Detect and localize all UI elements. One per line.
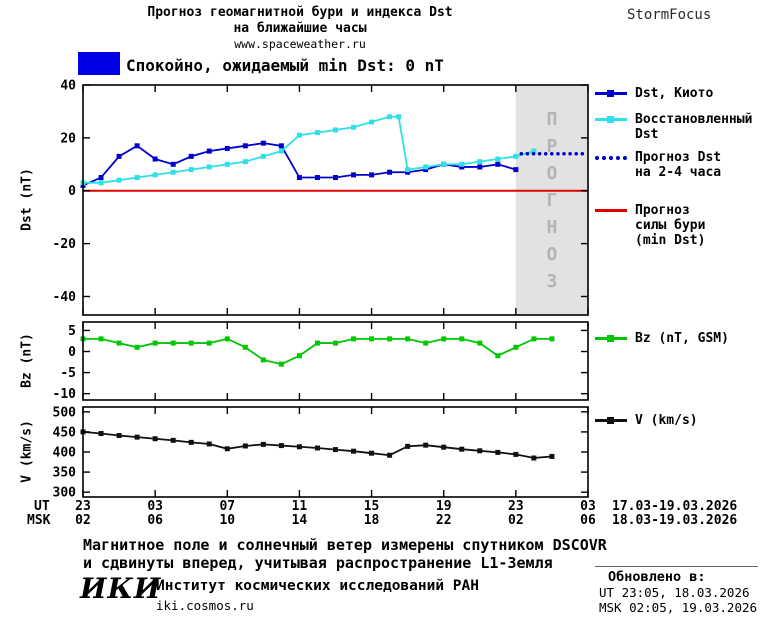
ut-tick-label: 15	[363, 499, 380, 514]
quiet-status-text: Спокойно, ожидаемый min Dst: 0 nT	[126, 56, 444, 75]
svg-text:-10: -10	[53, 387, 77, 402]
svg-text:0: 0	[68, 345, 76, 360]
msk-tick-label: 14	[291, 513, 308, 528]
legend-marker	[607, 335, 614, 342]
legend-restored-dst: Восстановленный Dst	[595, 112, 760, 142]
legend-swatch	[595, 333, 627, 344]
svg-text:450: 450	[53, 425, 77, 440]
msk-tick-label: 10	[219, 513, 236, 528]
svg-text:300: 300	[53, 486, 77, 501]
legend-label: Восстановленный	[635, 112, 753, 127]
legend-swatch	[595, 152, 627, 163]
ut-tick-label: 03	[147, 499, 163, 514]
footnote-line1: Магнитное поле и солнечный ветер измерен…	[83, 536, 607, 554]
legend-marker	[607, 90, 614, 97]
svg-text:О: О	[547, 163, 558, 184]
legend-label: на 2-4 часа	[635, 165, 722, 180]
legend-swatch	[595, 205, 627, 216]
ut-date-range: 17.03-19.03.2026	[612, 499, 738, 514]
footnote-line2: и сдвинуты вперед, учитывая распростране…	[83, 554, 553, 572]
ut-tick-label: 19	[435, 499, 452, 514]
institute-site-link[interactable]: iki.cosmos.ru	[156, 598, 254, 613]
msk-tick-label: 02	[75, 513, 91, 528]
svg-text:0: 0	[68, 184, 76, 199]
updated-divider	[595, 566, 758, 567]
institute-name: Институт космических исследований РАН	[156, 578, 480, 594]
svg-text:20: 20	[60, 131, 76, 146]
svg-text:350: 350	[53, 466, 77, 481]
legend-label: Прогноз Dst	[635, 150, 722, 165]
brand-stormfocus: StormFocus	[627, 7, 712, 23]
svg-text:З: З	[547, 271, 558, 292]
legend-v: V (km/s)	[595, 413, 760, 428]
svg-text:Н: Н	[547, 217, 558, 238]
legend-dst-kyoto: Dst, Киото	[595, 86, 760, 101]
legend-forecast-dst: Прогноз Dst на 2-4 часа	[595, 150, 760, 180]
svg-text:О: О	[547, 244, 558, 265]
legend-label: Прогноз	[635, 203, 690, 218]
svg-text:Р: Р	[547, 136, 558, 157]
ut-tick-label: 03	[580, 499, 596, 514]
svg-text:500: 500	[53, 405, 77, 420]
legend-swatch	[595, 415, 627, 426]
ut-tick-label: 23	[75, 499, 91, 514]
svg-text:П: П	[547, 109, 558, 130]
msk-tick-label: 06	[580, 513, 596, 528]
svg-text:-5: -5	[60, 366, 76, 381]
msk-tick-label: 18	[363, 513, 380, 528]
msk-tick-label: 22	[435, 513, 452, 528]
updated-msk: MSK 02:05, 19.03.2026	[599, 600, 758, 615]
ut-tick-label: 23	[508, 499, 524, 514]
page-subtitle: на ближайшие часы	[233, 21, 367, 36]
iki-logo: ИКИ	[80, 572, 162, 605]
legend-marker	[607, 417, 614, 424]
legend-swatch	[595, 88, 627, 99]
msk-row-label: MSK	[27, 513, 51, 528]
legend-label: Dst	[635, 127, 659, 142]
ut-tick-label: 07	[219, 499, 236, 514]
ut-row-label: UT	[34, 499, 50, 514]
svg-text:-40: -40	[53, 290, 77, 305]
source-url-link[interactable]: www.spaceweather.ru	[234, 37, 366, 51]
legend-label: V (km/s)	[635, 413, 698, 428]
legend-marker	[607, 116, 614, 123]
msk-date-range: 18.03-19.03.2026	[612, 513, 738, 528]
svg-text:400: 400	[53, 446, 77, 461]
svg-text:40: 40	[60, 79, 76, 94]
legend-label: Bz (nT, GSM)	[635, 331, 729, 346]
title-block: Прогноз геомагнитной бури и индекса Dst …	[0, 5, 600, 52]
quiet-status-swatch	[78, 52, 120, 75]
legend-bz: Bz (nT, GSM)	[595, 331, 760, 346]
legend-label: силы бури	[635, 218, 706, 233]
bz-chart: 5 0 -5 -10	[53, 321, 589, 402]
legend-label: Dst, Киото	[635, 86, 714, 101]
svg-text:5: 5	[68, 324, 76, 339]
page-title: Прогноз геомагнитной бури и индекса Dst	[147, 5, 453, 20]
svg-text:-20: -20	[53, 237, 77, 252]
v-chart: 500 450 400 350 300	[53, 405, 589, 501]
legend-swatch	[595, 114, 627, 125]
ut-tick-label: 11	[291, 499, 308, 514]
msk-tick-label: 02	[508, 513, 524, 528]
msk-tick-label: 06	[147, 513, 163, 528]
updated-ut: UT 23:05, 18.03.2026	[599, 585, 750, 600]
svg-text:Г: Г	[547, 190, 558, 211]
legend-label: (min Dst)	[635, 233, 706, 248]
legend-storm-strength: Прогноз силы бури (min Dst)	[595, 203, 760, 248]
updated-label: Обновлено в:	[608, 569, 706, 585]
